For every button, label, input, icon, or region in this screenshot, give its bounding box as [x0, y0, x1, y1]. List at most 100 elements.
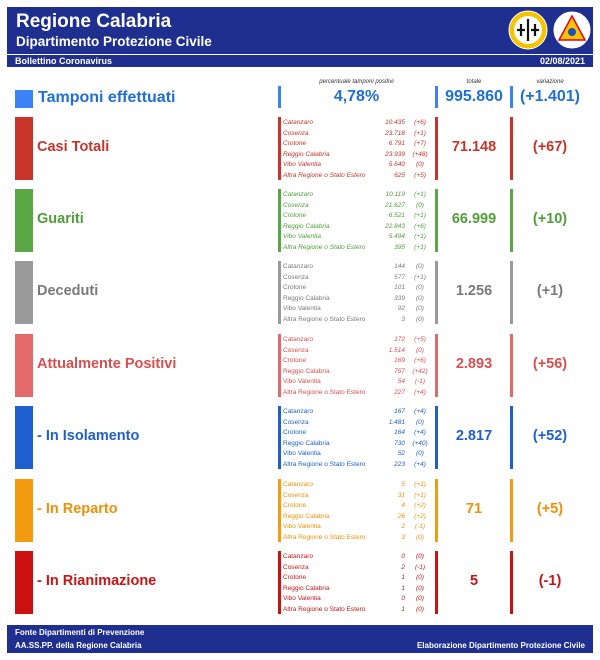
province-delta: (+1): [414, 481, 426, 488]
province-delta: (+1): [414, 233, 426, 240]
province-value: 1: [401, 574, 405, 581]
province-name: Vibo Valentia: [283, 233, 321, 240]
province-value: 172: [394, 336, 405, 343]
province-name: Altra Regione o Stato Estero: [283, 460, 366, 468]
province-row: Reggio Calabria 23.939 (+48): [283, 150, 435, 161]
province-value: 1.514: [388, 346, 405, 354]
province-value: 1.481: [388, 418, 405, 426]
header-banner: Regione Calabria Dipartimento Protezione…: [7, 7, 593, 54]
page-title: Regione Calabria: [16, 11, 172, 32]
province-row: Crotone 101 (0): [283, 283, 435, 294]
province-name: Altra Regione o Stato Estero: [283, 243, 366, 251]
province-row: Reggio Calabria 1 (0): [283, 584, 435, 595]
province-value: 10.119: [385, 191, 405, 198]
province-row: Crotone 1 (0): [283, 573, 435, 584]
province-value: 3: [401, 533, 405, 541]
province-delta: (0): [416, 305, 424, 312]
province-name: Crotone: [283, 140, 307, 147]
province-delta: (+2): [414, 502, 426, 509]
section-change-bracket: [510, 261, 513, 324]
section-total-bracket: [435, 117, 438, 180]
province-delta: (+1): [414, 243, 426, 251]
province-row: Cosenza 21.627 (0): [283, 201, 435, 212]
province-row: Cosenza 2 (-1): [283, 563, 435, 574]
province-name: Reggio Calabria: [283, 294, 330, 302]
province-row: Vibo Valentia 0 (0): [283, 594, 435, 605]
page-subtitle: Dipartimento Protezione Civile: [16, 34, 212, 49]
tamponi-label: Tamponi effettuati: [38, 89, 176, 106]
section-label: Casi Totali: [37, 139, 110, 155]
province-row: Crotone 6.791 (+7): [283, 139, 435, 150]
province-row: Cosenza 23.718 (+1): [283, 129, 435, 140]
province-row: Altra Regione o Stato Estero 3 (0): [283, 315, 435, 326]
section-detail-bracket: [278, 261, 281, 324]
bulletin-date: 02/08/2021: [539, 56, 585, 66]
province-row: Reggio Calabria 339 (0): [283, 294, 435, 305]
province-value: 2: [401, 563, 405, 571]
province-delta: (0): [416, 315, 424, 323]
province-row: Cosenza 31 (+1): [283, 491, 435, 502]
province-delta: (-1): [414, 563, 426, 571]
tamponi-percent: 4,78%: [333, 88, 380, 105]
section-label: - In Isolamento: [37, 428, 140, 444]
footer-source-line1: Fonte Dipartimenti di Prevenzione: [15, 628, 145, 637]
province-row: Catanzaro 5 (+1): [283, 480, 435, 491]
tamponi-total: 995.860: [445, 88, 503, 105]
section-change: (+5): [536, 501, 564, 517]
province-name: Vibo Valentia: [283, 523, 321, 530]
province-value: 6.791: [388, 140, 405, 147]
province-value: 23.939: [385, 150, 405, 158]
province-value: 0: [401, 595, 405, 602]
province-delta: (0): [416, 201, 424, 209]
section-change: (+67): [532, 139, 568, 155]
province-delta: (+4): [414, 460, 426, 468]
province-name: Crotone: [283, 502, 307, 509]
province-delta: (+48): [412, 150, 428, 158]
section-change-bracket: [510, 117, 513, 180]
province-value: 167: [394, 408, 405, 415]
province-value: 730: [394, 439, 405, 447]
section-color-bar: [15, 334, 33, 397]
section-label: Deceduti: [37, 283, 99, 299]
province-delta: (+5): [414, 171, 426, 179]
province-name: Cosenza: [283, 491, 309, 499]
column-header-total: totale: [466, 79, 482, 85]
section-total: 5: [469, 573, 479, 589]
province-name: Reggio Calabria: [283, 439, 330, 447]
province-row: Crotone 169 (+6): [283, 356, 435, 367]
province-value: 23.718: [385, 129, 405, 137]
province-name: Catanzaro: [283, 553, 313, 560]
province-value: 164: [394, 429, 405, 436]
province-delta: (+6): [414, 357, 426, 364]
province-name: Vibo Valentia: [283, 450, 321, 457]
column-header-change: variazione: [536, 79, 564, 85]
province-name: Cosenza: [283, 129, 309, 137]
tamponi-total-bracket: [435, 86, 438, 108]
section-total-bracket: [435, 551, 438, 614]
province-value: 577: [394, 273, 405, 281]
section-change-bracket: [510, 189, 513, 252]
province-value: 5: [401, 481, 405, 488]
province-value: 1: [401, 584, 405, 592]
province-value: 10.435: [385, 119, 405, 126]
province-delta: (0): [416, 574, 424, 581]
province-row: Catanzaro 167 (+4): [283, 407, 435, 418]
province-delta: (0): [416, 595, 424, 602]
province-delta: (0): [416, 584, 424, 592]
province-value: 625: [394, 171, 405, 179]
section-total: 66.999: [451, 211, 497, 227]
footer-credit: Elaborazione Dipartimento Protezione Civ…: [416, 641, 585, 650]
section-total: 71: [465, 501, 483, 517]
province-name: Crotone: [283, 212, 307, 219]
province-value: 26: [397, 512, 405, 520]
province-row: Altra Regione o Stato Estero 3 (0): [283, 533, 435, 544]
section-change: (+1): [536, 283, 564, 299]
section-label: - In Rianimazione: [37, 573, 157, 589]
province-delta: (0): [416, 605, 424, 613]
province-value: 757: [394, 367, 405, 375]
section-total: 1.256: [455, 283, 493, 299]
province-row: Vibo Valentia 52 (0): [283, 449, 435, 460]
province-delta: (0): [416, 346, 424, 354]
province-name: Reggio Calabria: [283, 584, 330, 592]
province-value: 3: [401, 315, 405, 323]
